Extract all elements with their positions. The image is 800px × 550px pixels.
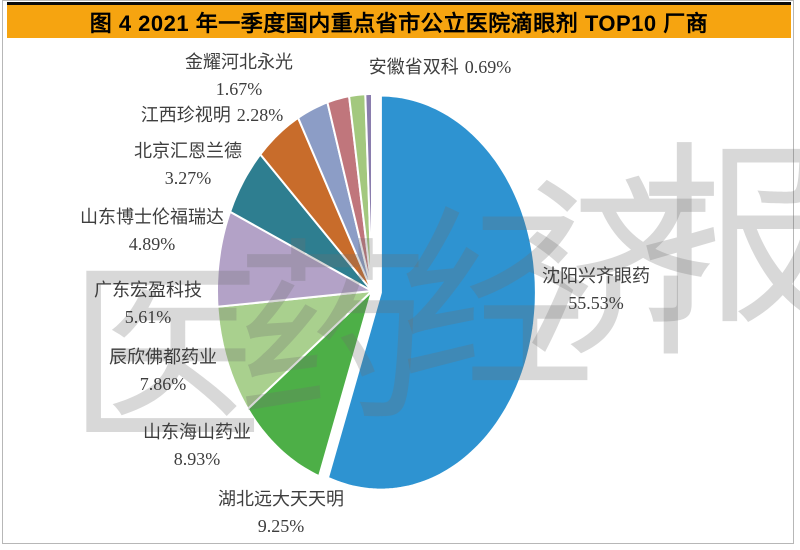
pie-slice-4 bbox=[216, 210, 373, 308]
pie-slice-5 bbox=[229, 153, 373, 292]
pie-slice-10 bbox=[364, 93, 373, 292]
slice-label-percent: 1.67% bbox=[215, 79, 263, 99]
slice-label-percent: 5.61% bbox=[124, 307, 172, 327]
slice-label-percent: 7.86% bbox=[139, 374, 187, 394]
pie-slice-3 bbox=[216, 290, 373, 410]
slice-label-percent: 4.89% bbox=[128, 234, 176, 254]
slice-label-5: 广东宏盈科技 5.61% bbox=[94, 277, 202, 331]
slice-label-7: 北京汇恩兰德 3.27% bbox=[134, 138, 242, 192]
slice-label-name: 金耀河北永光 bbox=[185, 52, 293, 72]
slice-label-percent: 2.28% bbox=[236, 105, 284, 125]
slice-label-1: 沈阳兴齐眼药 55.53% bbox=[542, 263, 650, 317]
slice-label-name: 安徽省双科 bbox=[368, 57, 459, 77]
slice-label-6: 山东博士伦福瑞达 4.89% bbox=[80, 204, 224, 258]
slice-label-3: 山东海山药业 8.93% bbox=[143, 419, 251, 473]
slice-label-percent: 9.25% bbox=[257, 516, 305, 536]
slice-label-name: 山东博士伦福瑞达 bbox=[80, 207, 224, 227]
slice-label-4: 辰欣佛都药业 7.86% bbox=[109, 344, 217, 398]
pie-slice-2 bbox=[246, 290, 373, 478]
slice-label-8: 江西珍视明 2.28% bbox=[141, 102, 284, 129]
slice-label-10: 安徽省双科 0.69% bbox=[369, 54, 512, 81]
slice-label-name: 辰欣佛都药业 bbox=[109, 347, 217, 367]
pie-slice-6 bbox=[259, 116, 373, 292]
slice-label-percent: 55.53% bbox=[568, 293, 624, 313]
slice-label-name: 北京汇恩兰德 bbox=[134, 141, 242, 161]
slice-label-percent: 8.93% bbox=[173, 449, 221, 469]
slice-label-name: 山东海山药业 bbox=[143, 422, 251, 442]
slice-label-percent: 3.27% bbox=[164, 168, 212, 188]
slice-label-name: 广东宏盈科技 bbox=[94, 280, 202, 300]
slice-label-name: 沈阳兴齐眼药 bbox=[542, 266, 650, 286]
slice-label-name: 江西珍视明 bbox=[140, 105, 231, 125]
slice-label-9: 金耀河北永光 1.67% bbox=[185, 49, 293, 103]
chart-title: 图 4 2021 年一季度国内重点省市公立医院滴眼剂 TOP10 厂商 bbox=[89, 10, 709, 36]
chart-title-bar: 图 4 2021 年一季度国内重点省市公立医院滴眼剂 TOP10 厂商 bbox=[7, 2, 791, 38]
slice-label-name: 湖北远大天天明 bbox=[218, 489, 344, 509]
pie-slice-7 bbox=[297, 101, 373, 292]
pie-slice-1 bbox=[327, 94, 537, 491]
slice-label-percent: 0.69% bbox=[464, 57, 512, 77]
slice-label-2: 湖北远大天天明 9.25% bbox=[218, 486, 344, 540]
